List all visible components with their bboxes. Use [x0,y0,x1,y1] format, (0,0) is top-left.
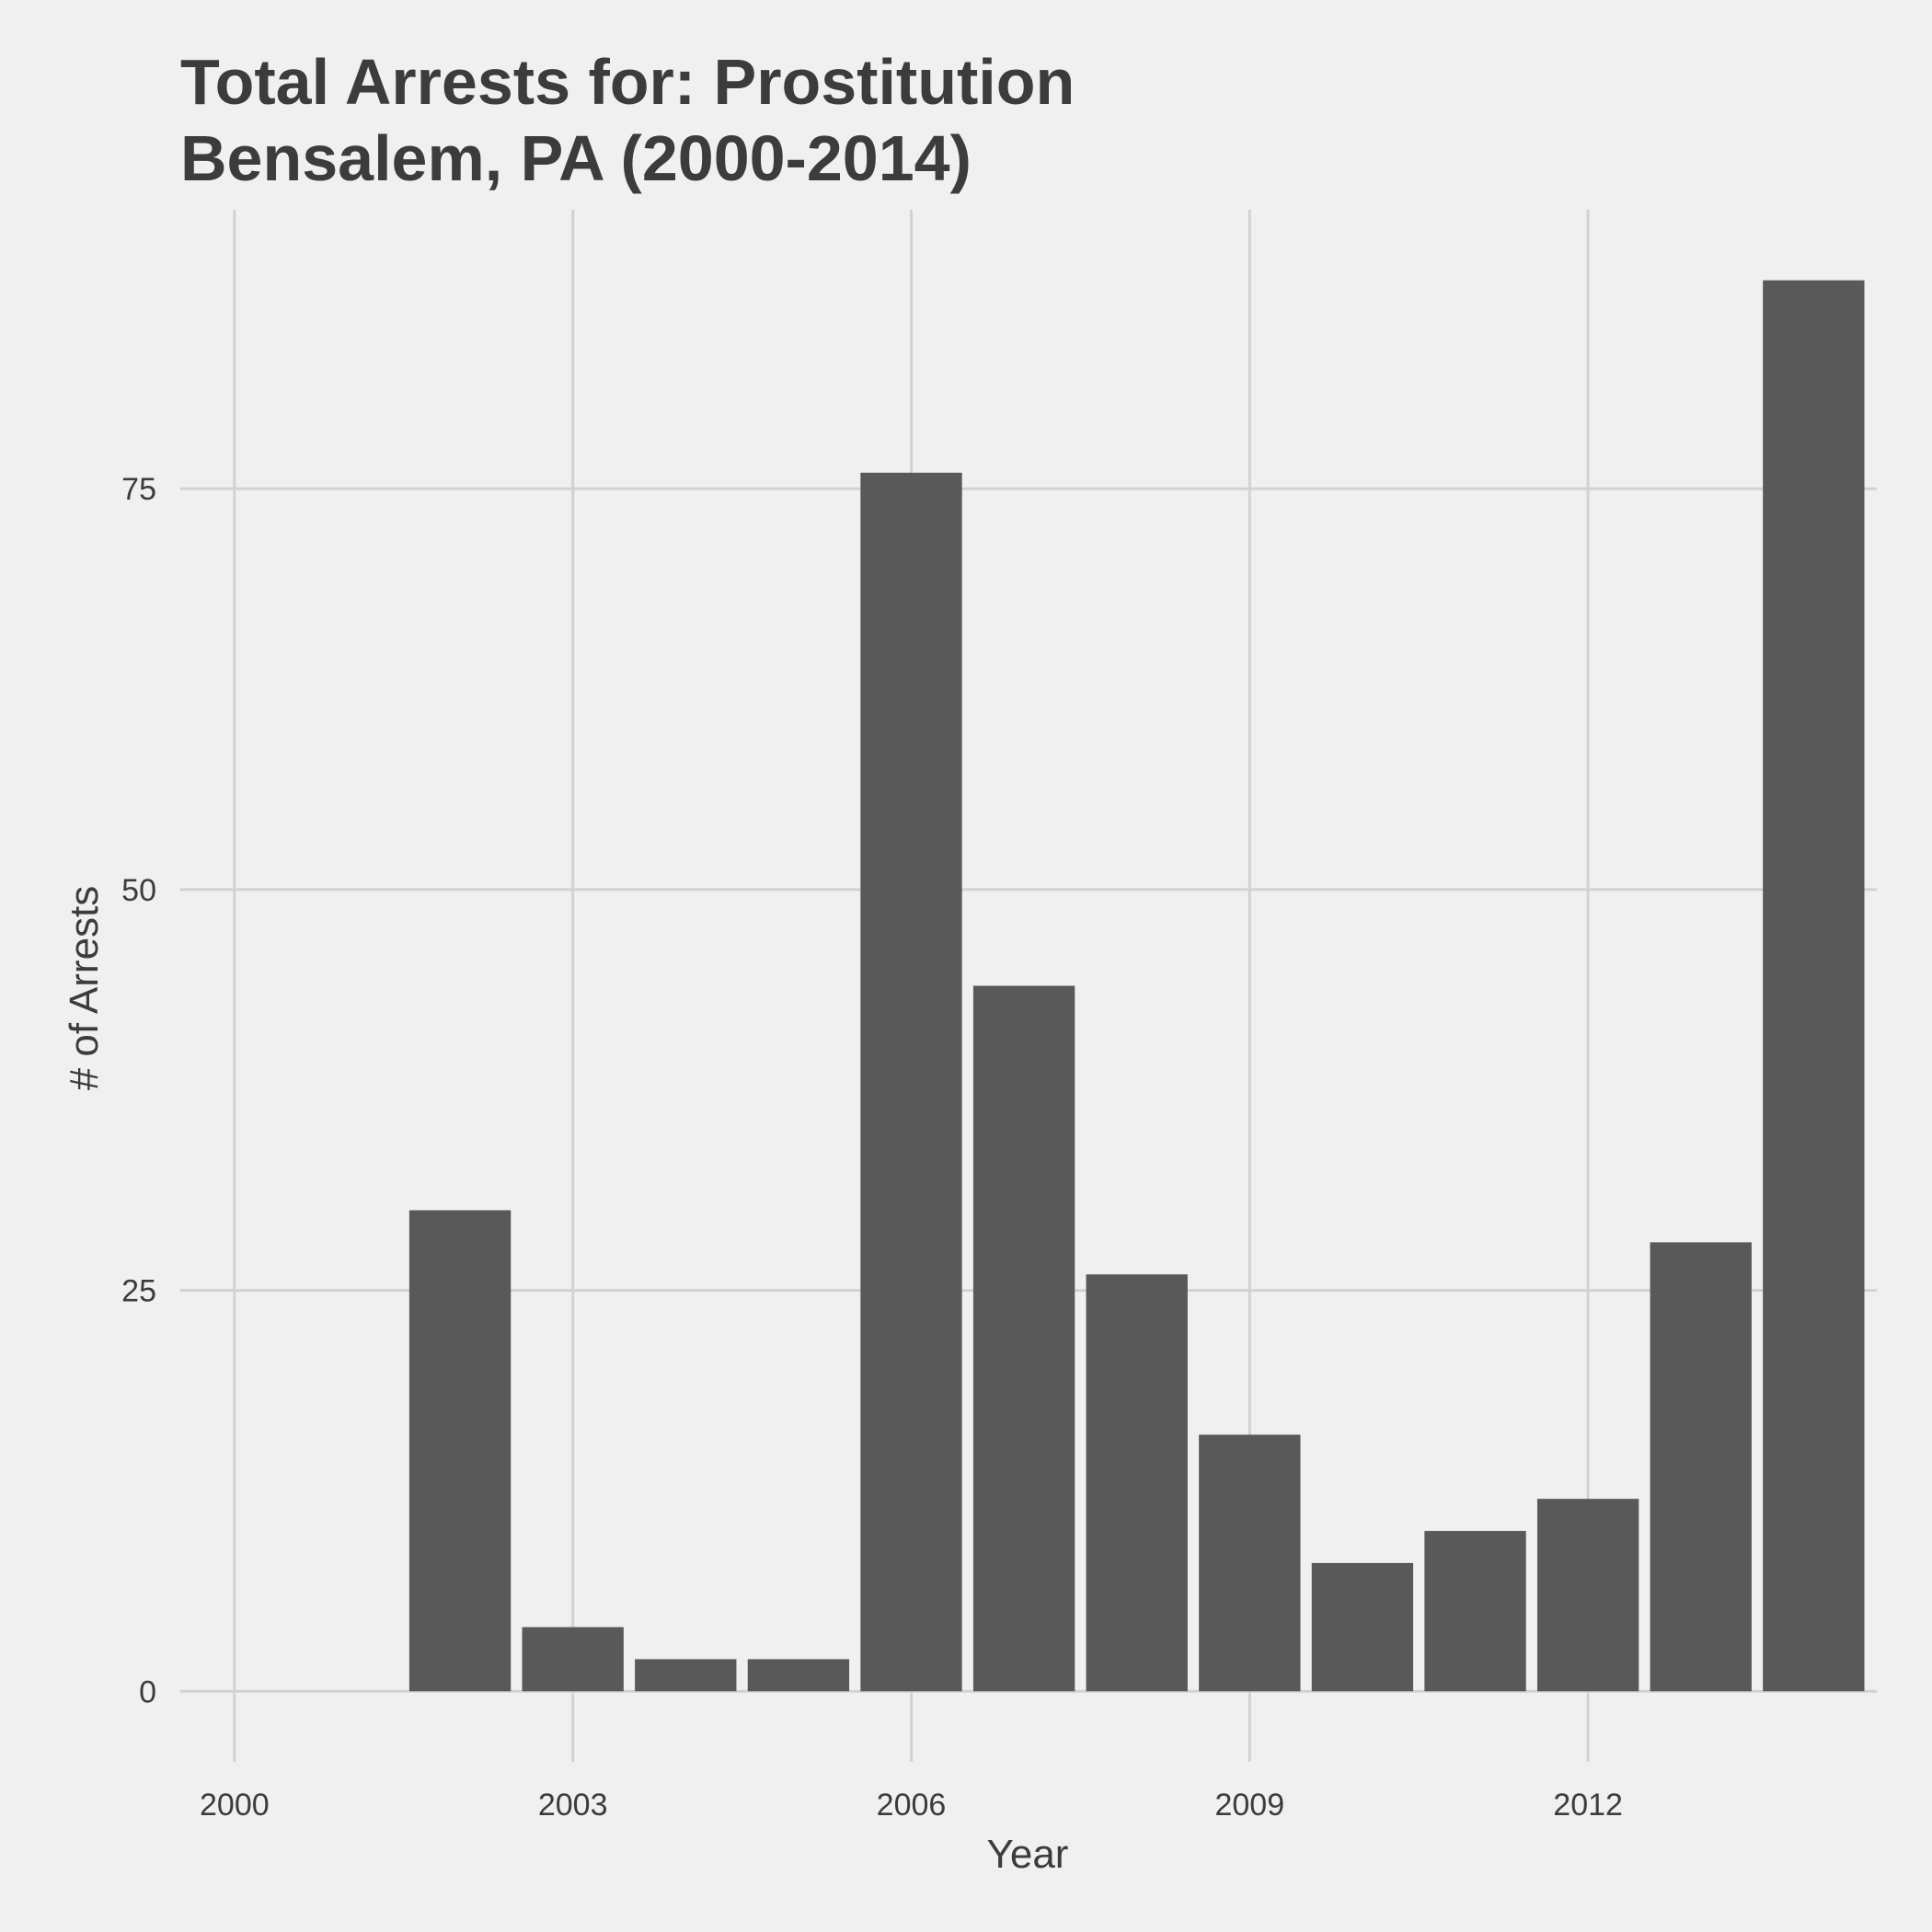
bar-2004 [635,1659,737,1692]
x-tick-label-2003: 2003 [538,1788,608,1823]
bar-2014 [1763,280,1865,1692]
bars [408,280,1865,1692]
y-tick-label-50: 50 [121,873,156,908]
bar-2010 [1311,1562,1414,1692]
bar-2013 [1650,1242,1752,1692]
y-tick-label-75: 75 [121,472,156,507]
bar-2008 [1086,1274,1188,1692]
bar-2012 [1536,1499,1639,1692]
bar-2009 [1199,1434,1301,1692]
chart-title-line-1: Total Arrests for: Prostitution [180,46,1075,118]
y-tick-label-0: 0 [139,1674,156,1709]
x-tick-label-2009: 2009 [1214,1788,1284,1823]
x-tick-label-2006: 2006 [877,1788,947,1823]
bar-2002 [408,1210,512,1692]
tick-labels: 2000 2003 2006 2009 2012 0 25 50 75 [121,472,1623,1823]
y-tick-label-25: 25 [121,1274,156,1309]
bar-2006 [860,472,962,1692]
bar-2005 [747,1659,850,1692]
x-axis-title: Year [987,1832,1069,1877]
bar-2003 [522,1627,624,1692]
chart-title-line-2: Bensalem, PA (2000-2014) [180,122,972,194]
x-tick-label-2000: 2000 [200,1788,270,1823]
bar-2011 [1424,1531,1526,1692]
x-tick-label-2012: 2012 [1553,1788,1623,1823]
y-axis-title: # of Arrests [62,886,107,1091]
bar-2007 [972,985,1075,1692]
